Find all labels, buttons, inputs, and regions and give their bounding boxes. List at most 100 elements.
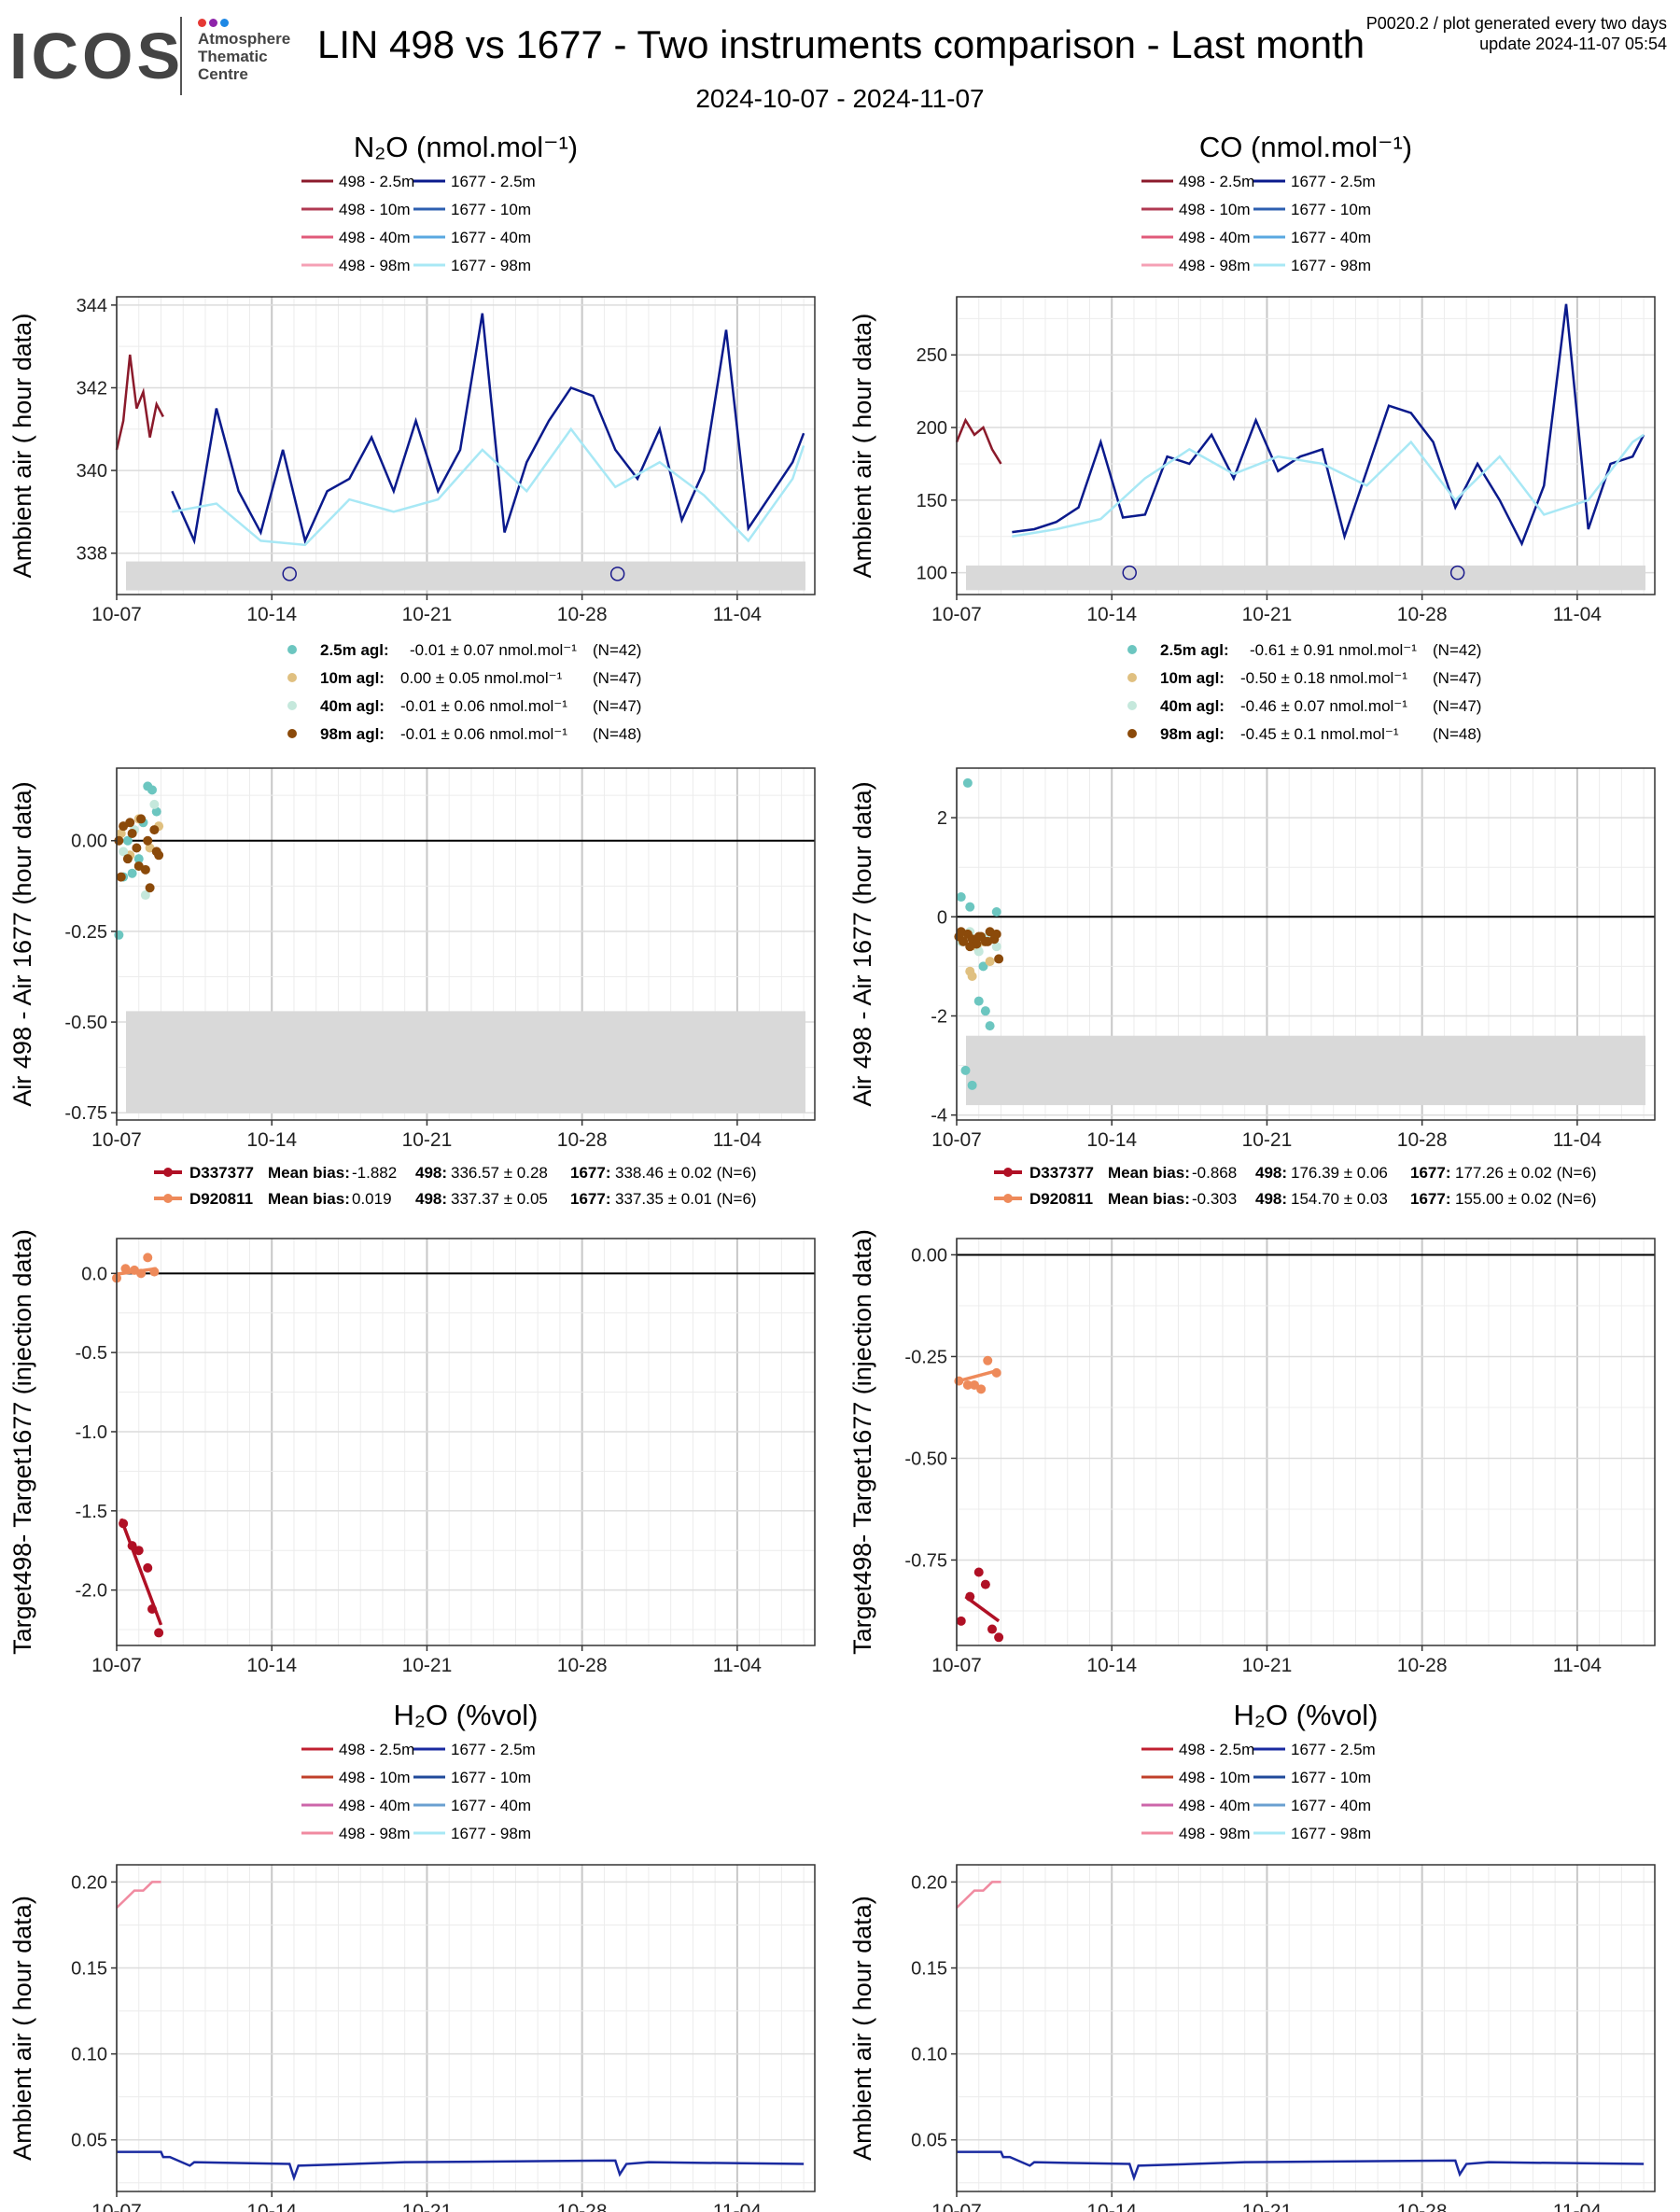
x-tick-label: 10-28 xyxy=(1397,1655,1448,1676)
legend-label: 498 - 40m xyxy=(1179,229,1251,246)
plot-border xyxy=(116,1238,816,1646)
legend-count: (N=47) xyxy=(1433,697,1481,715)
x-tick-label: 10-21 xyxy=(402,2201,453,2212)
logo-dots xyxy=(198,15,231,32)
y-tick-label: 0.20 xyxy=(71,1872,107,1893)
logo-dot-purple xyxy=(209,19,217,27)
y-tick-label: 0.00 xyxy=(71,832,107,852)
legend-id: D337377 xyxy=(1029,1164,1094,1182)
plot-border xyxy=(116,767,816,1121)
legend-label: 2.5m agl: xyxy=(1160,641,1229,659)
legend-label: 498 - 10m xyxy=(339,201,411,218)
legend-label: 1677 - 2.5m xyxy=(1291,173,1376,190)
x-tick-label: 10-28 xyxy=(557,604,608,625)
point-2.5m xyxy=(978,961,988,972)
point-98m xyxy=(125,818,135,828)
legend-bias-label: Mean bias: xyxy=(1108,1190,1190,1208)
legend-label: 10m agl: xyxy=(1160,669,1225,687)
series-line-1677-98m xyxy=(117,2150,805,2182)
x-tick-label: 10-07 xyxy=(91,2201,142,2212)
legend-498-label: 498: xyxy=(1255,1190,1287,1208)
point-2.5m xyxy=(985,1021,995,1031)
legend-count: (N=47) xyxy=(593,669,641,687)
y-tick-label: 0 xyxy=(937,907,947,928)
legend-dot xyxy=(287,645,297,654)
legend-498-label: 498: xyxy=(415,1190,447,1208)
point-98m xyxy=(151,847,161,857)
legend-co_diff: 2.5m agl: -0.61 ± 0.91 nmol.mol⁻¹ (N=42) 10… xyxy=(1127,641,1481,743)
legend-count: (N=48) xyxy=(593,725,641,743)
x-tick-label: 10-28 xyxy=(557,1129,608,1151)
series-line-498-98m xyxy=(956,1881,1001,1909)
legend-1677-label: 1677: xyxy=(1410,1164,1450,1182)
legend-label: 498 - 98m xyxy=(1179,257,1251,274)
point-10m xyxy=(116,828,126,838)
series-line-1677-2-5m xyxy=(171,313,805,545)
legend-value: -0.01 ± 0.07 nmol.mol⁻¹ xyxy=(410,641,577,659)
y-axis-title: Ambient air ( hour data) xyxy=(8,314,36,579)
legend-bias-value: 0.019 xyxy=(352,1190,392,1208)
legend-dot xyxy=(1003,1168,1013,1177)
y-tick-label: 0.0 xyxy=(81,1264,107,1284)
legend-label: 98m agl: xyxy=(1160,725,1225,743)
y-tick-label: 344 xyxy=(77,296,107,316)
legend-count: (N=47) xyxy=(1433,669,1481,687)
point-98m xyxy=(136,814,147,824)
point-40m xyxy=(140,890,150,901)
legend-n2o_ambient: N₂O (nmol.mol⁻¹) 498 - 2.5m 1677 - 2.5m 498… xyxy=(301,131,578,274)
point-2.5m xyxy=(973,996,984,1006)
legend-label: 1677 - 40m xyxy=(451,229,531,246)
legend-label: 2.5m agl: xyxy=(320,641,389,659)
series-line-498-2-5m xyxy=(115,354,164,451)
x-tick-label: 10-07 xyxy=(931,1129,982,1151)
tolerance-band xyxy=(126,1011,805,1113)
logo-dot-red xyxy=(198,19,206,27)
legend-1677-value: 337.35 ± 0.01 (N=6) xyxy=(615,1190,757,1208)
series-line-1677-2-5m xyxy=(1012,303,1645,547)
plot-area xyxy=(957,297,1655,595)
legend-dot xyxy=(287,701,297,710)
x-tick-label: 10-21 xyxy=(1242,604,1293,625)
x-tick-label: 10-14 xyxy=(1086,2201,1137,2212)
point-98m xyxy=(973,931,984,942)
y-tick-label: 250 xyxy=(917,345,947,366)
point-98m xyxy=(149,825,160,835)
y-tick-label: 340 xyxy=(77,461,107,482)
x-tick-label: 11-04 xyxy=(1553,2201,1602,2212)
point-2.5m xyxy=(127,868,137,878)
point-D337377 xyxy=(987,1624,997,1634)
y-axis-title: Ambient air ( hour data) xyxy=(8,1896,36,2161)
plot-border xyxy=(956,1238,1656,1646)
x-tick-label: 10-14 xyxy=(246,1129,297,1151)
series-line-498-2-5m xyxy=(955,417,1002,465)
y-tick-label: 2 xyxy=(937,808,947,829)
x-tick-label: 10-21 xyxy=(1242,2201,1293,2212)
point-D337377 xyxy=(980,1579,990,1589)
point-D337377 xyxy=(965,1591,975,1602)
legend-label: 1677 - 10m xyxy=(451,201,531,218)
point-D337377 xyxy=(127,1541,137,1551)
point-D920811 xyxy=(149,1267,160,1277)
x-tick-label: 10-14 xyxy=(246,1655,297,1676)
icos-logo: ICOS xyxy=(9,20,185,92)
y-tick-label: -4 xyxy=(931,1106,947,1127)
y-tick-label: -1.0 xyxy=(76,1422,107,1443)
legend-label: 1677 - 40m xyxy=(1291,1797,1371,1814)
meta-line-1: P0020.2 / plot generated every two days xyxy=(1365,14,1667,33)
x-tick-label: 11-04 xyxy=(713,1129,762,1151)
legend-label: 498 - 10m xyxy=(1179,1769,1251,1786)
point-40m xyxy=(991,942,1001,952)
marker-circle xyxy=(1449,565,1465,581)
legend-label: 498 - 40m xyxy=(339,1797,411,1814)
legend-label: 1677 - 2.5m xyxy=(451,1741,536,1758)
legend-value: 0.00 ± 0.05 nmol.mol⁻¹ xyxy=(400,669,563,687)
chart-n2o_ambient: 338 340 342 344 10-07 10-14 10-21 10-28 11-04 Amb… xyxy=(8,296,816,625)
y-tick-label: 0.10 xyxy=(71,2045,107,2065)
x-tick-label: 10-14 xyxy=(1086,604,1137,625)
legend-1677-label: 1677: xyxy=(570,1164,610,1182)
y-tick-label: 100 xyxy=(917,564,947,584)
legend-label: 1677 - 10m xyxy=(1291,201,1371,218)
x-tick-label: 10-21 xyxy=(1242,1129,1293,1151)
point-D337377 xyxy=(147,1603,157,1614)
series-line-1677-98m xyxy=(1012,433,1645,538)
